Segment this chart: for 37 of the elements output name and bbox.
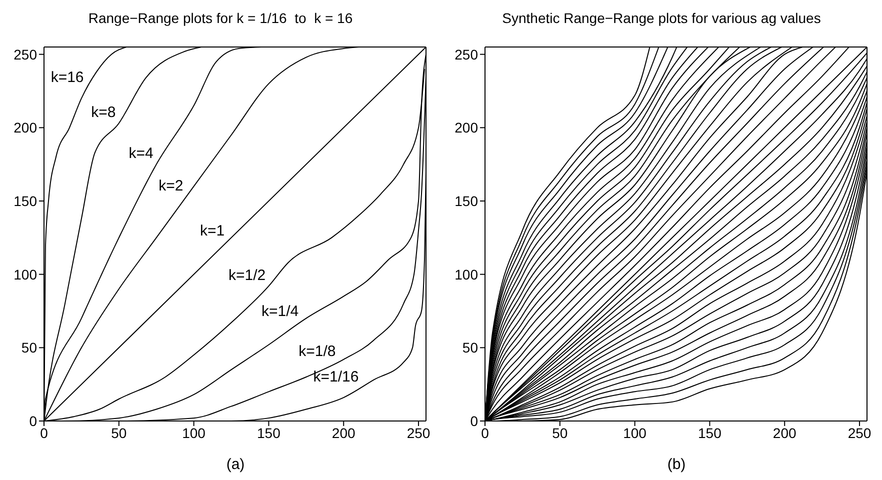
series-label: k=1 (200, 222, 225, 240)
series-label: k=1/4 (261, 302, 299, 320)
series-label: k=1/2 (228, 266, 266, 284)
series-label: k=1/8 (298, 343, 336, 360)
x-tick-label: 150 (698, 424, 722, 441)
y-tick-label: 150 (14, 192, 38, 209)
x-tick-label: 50 (552, 424, 568, 441)
y-tick-label: 250 (14, 46, 38, 62)
y-tick-label: 0 (29, 412, 38, 429)
x-tick-label: 0 (40, 424, 48, 441)
y-tick-label: 200 (454, 120, 478, 136)
y-tick-label: 250 (454, 46, 478, 62)
y-tick-label: 200 (14, 120, 38, 136)
series-label: k=8 (91, 104, 116, 121)
y-tick-label: 50 (462, 340, 478, 356)
chart-title: Synthetic Range−Range plots for various ag values (501, 9, 822, 28)
x-tick-label: 150 (257, 424, 281, 441)
y-tick-label: 100 (14, 266, 38, 282)
y-tick-label: 100 (454, 266, 478, 282)
x-tick-label: 0 (481, 424, 490, 441)
y-tick-label: 150 (454, 192, 478, 209)
chart-title: Range−Range plots for k = 1/16 to k = 16 (87, 9, 354, 28)
x-tick-label: 100 (623, 424, 647, 441)
y-tick-label: 0 (470, 412, 478, 429)
x-tick-label: 100 (182, 424, 206, 441)
series-label: k=16 (50, 69, 84, 86)
x-tick-label: 250 (848, 424, 872, 441)
series-label: k=1/16 (313, 368, 359, 386)
x-tick-label: 200 (772, 424, 796, 441)
x-tick-label: 200 (332, 424, 356, 441)
series-label: k=2 (158, 177, 184, 194)
y-tick-label: 50 (21, 340, 38, 356)
x-tick-label: 250 (406, 424, 430, 441)
x-axis-title: (a) (225, 456, 246, 475)
x-axis-title: (b) (666, 456, 687, 475)
x-tick-label: 50 (111, 424, 127, 441)
series-label: k=4 (128, 144, 154, 162)
